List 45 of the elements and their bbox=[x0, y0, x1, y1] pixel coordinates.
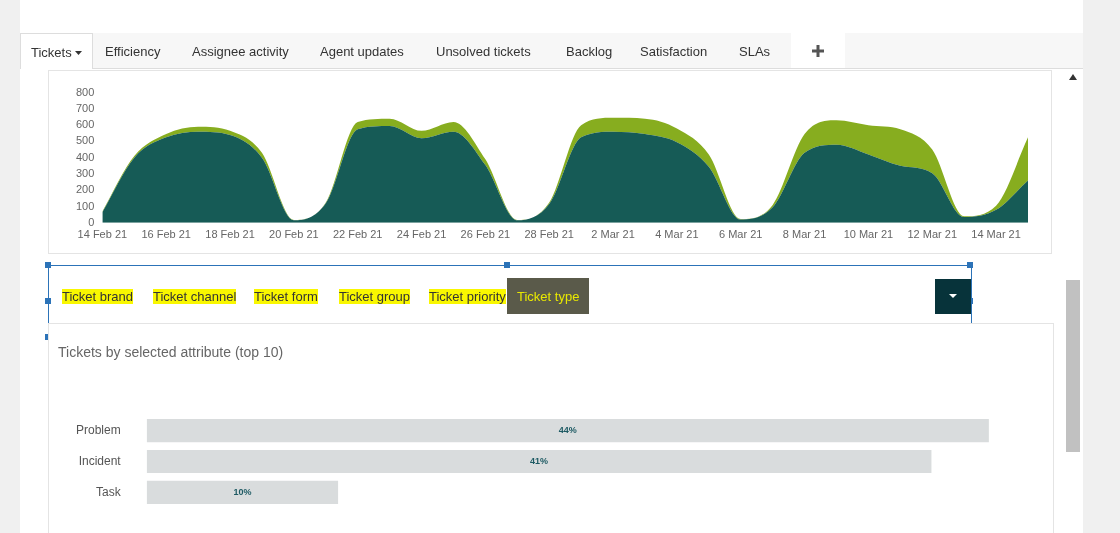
text: Ticket channel bbox=[153, 289, 237, 304]
x-tick-label: 8 Mar 21 bbox=[782, 228, 827, 241]
y-tick-label: 100 bbox=[75, 199, 95, 212]
x-tick-label: 6 Mar 21 bbox=[719, 228, 763, 241]
text: Ticket type bbox=[517, 289, 580, 304]
x-tick-label: 2 Mar 21 bbox=[591, 228, 635, 241]
y-tick-label: 500 bbox=[75, 134, 95, 147]
text: Tickets bbox=[20, 33, 94, 69]
y-tick-label: 400 bbox=[75, 150, 95, 163]
y-tick-label: 600 bbox=[75, 118, 95, 131]
text: Efficiency bbox=[105, 43, 161, 61]
y-tick-label: 800 bbox=[75, 85, 95, 98]
y-tick-label: 200 bbox=[75, 183, 95, 196]
y-tick-label: 300 bbox=[75, 167, 95, 180]
y-tick-label: Task bbox=[96, 484, 122, 499]
y-tick-label: Problem bbox=[76, 422, 121, 437]
text: Satisfaction bbox=[640, 43, 708, 61]
y-tick-label: 0 bbox=[88, 215, 95, 228]
text: SLAs bbox=[739, 43, 771, 61]
chart-title: Tickets by selected attribute (top 10) bbox=[58, 344, 284, 360]
text: Backlog bbox=[566, 43, 613, 61]
text: Ticket group bbox=[339, 289, 411, 304]
x-tick-label: 14 Feb 21 bbox=[77, 228, 128, 241]
x-tick-label: 28 Feb 21 bbox=[524, 228, 574, 241]
text: Assignee activity bbox=[192, 43, 289, 61]
text: Unsolved tickets bbox=[436, 43, 531, 61]
x-tick-label: 4 Mar 21 bbox=[655, 228, 699, 241]
y-tick-label: 700 bbox=[75, 101, 95, 114]
x-tick-label: 10 Mar 21 bbox=[843, 228, 894, 241]
text: Ticket priority bbox=[429, 289, 506, 304]
x-tick-label: 16 Feb 21 bbox=[141, 228, 191, 241]
x-tick-label: 18 Feb 21 bbox=[205, 228, 255, 241]
x-tick-label: 20 Feb 21 bbox=[269, 228, 319, 241]
data-label: 41% bbox=[530, 455, 549, 466]
y-tick-label: Incident bbox=[78, 453, 122, 468]
data-label: 10% bbox=[233, 486, 252, 497]
x-tick-label: 24 Feb 21 bbox=[396, 228, 447, 241]
x-tick-label: 14 Mar 21 bbox=[971, 228, 1021, 241]
x-tick-label: 22 Feb 21 bbox=[332, 228, 383, 241]
data-label: 44% bbox=[558, 425, 577, 436]
x-tick-label: 12 Mar 21 bbox=[907, 228, 958, 241]
x-tick-label: 26 Feb 21 bbox=[460, 228, 511, 241]
text: Agent updates bbox=[320, 43, 404, 61]
text: Ticket brand bbox=[62, 289, 134, 304]
text: Ticket form bbox=[254, 289, 318, 304]
